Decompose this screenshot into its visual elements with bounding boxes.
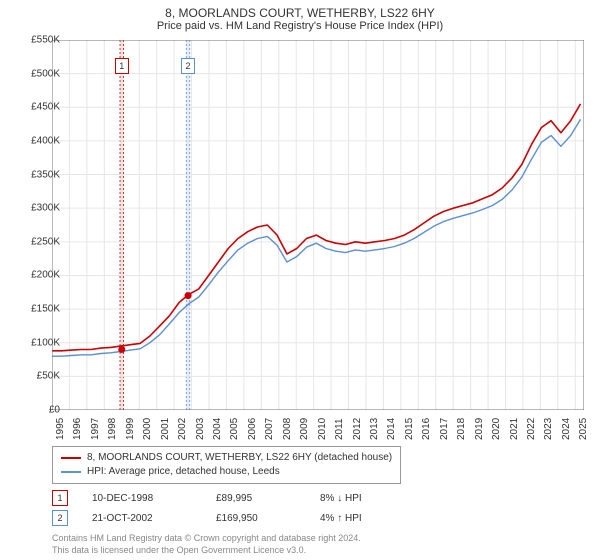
x-tick-label: 2010 (317, 418, 328, 440)
y-tick-label: £50K (10, 371, 60, 382)
footer: Contains HM Land Registry data © Crown c… (52, 532, 361, 556)
y-tick-label: £250K (10, 236, 60, 247)
x-tick-label: 2002 (177, 418, 188, 440)
legend-row: HPI: Average price, detached house, Leed… (61, 465, 392, 479)
sale-date: 21-OCT-2002 (92, 513, 192, 524)
chart-marker-box: 1 (115, 58, 129, 74)
y-tick-label: £100K (10, 337, 60, 348)
sale-price: £89,995 (216, 493, 296, 504)
y-tick-label: £150K (10, 304, 60, 315)
sale-row: 2 21-OCT-2002 £169,950 4% ↑ HPI (52, 510, 362, 526)
y-tick-label: £350K (10, 169, 60, 180)
x-tick-label: 2023 (543, 418, 554, 440)
footer-line: Contains HM Land Registry data © Crown c… (52, 532, 361, 544)
x-tick-label: 2024 (561, 418, 572, 440)
x-tick-label: 2009 (299, 418, 310, 440)
y-tick-label: £300K (10, 203, 60, 214)
y-tick-label: £550K (10, 35, 60, 46)
x-tick-label: 2014 (386, 418, 397, 440)
x-tick-label: 2011 (334, 418, 345, 440)
x-tick-label: 2007 (264, 418, 275, 440)
chart-svg (52, 40, 584, 410)
legend-row: 8, MOORLANDS COURT, WETHERBY, LS22 6HY (… (61, 451, 392, 465)
y-tick-label: £0 (10, 405, 60, 416)
x-tick-label: 2015 (404, 418, 415, 440)
x-tick-label: 2020 (491, 418, 502, 440)
x-tick-label: 1995 (55, 418, 66, 440)
chart-area: 12 (52, 40, 584, 410)
y-tick-label: £450K (10, 102, 60, 113)
x-tick-label: 2021 (509, 418, 520, 440)
chart-subtitle: Price paid vs. HM Land Registry's House … (0, 20, 600, 36)
legend-label: HPI: Average price, detached house, Leed… (87, 465, 280, 479)
footer-line: This data is licensed under the Open Gov… (52, 544, 361, 556)
legend-swatch (61, 457, 81, 459)
x-tick-label: 2022 (526, 418, 537, 440)
sale-row: 1 10-DEC-1998 £89,995 8% ↓ HPI (52, 490, 362, 506)
x-tick-label: 2006 (247, 418, 258, 440)
sale-marker: 2 (52, 510, 68, 526)
x-tick-label: 1998 (107, 418, 118, 440)
sale-marker-label: 2 (57, 513, 62, 523)
x-tick-label: 1996 (72, 418, 83, 440)
legend-swatch (61, 471, 81, 473)
x-tick-label: 2025 (578, 418, 589, 440)
x-tick-label: 2008 (282, 418, 293, 440)
x-tick-label: 2016 (421, 418, 432, 440)
y-tick-label: £500K (10, 68, 60, 79)
legend-label: 8, MOORLANDS COURT, WETHERBY, LS22 6HY (… (87, 451, 392, 465)
x-tick-label: 2013 (369, 418, 380, 440)
x-tick-label: 2018 (456, 418, 467, 440)
sale-marker-label: 1 (57, 493, 62, 503)
x-tick-label: 2003 (195, 418, 206, 440)
sale-date: 10-DEC-1998 (92, 493, 192, 504)
x-tick-label: 2000 (142, 418, 153, 440)
x-tick-label: 2001 (160, 418, 171, 440)
chart-title: 8, MOORLANDS COURT, WETHERBY, LS22 6HY (0, 0, 600, 20)
x-tick-label: 2005 (229, 418, 240, 440)
x-tick-label: 2004 (212, 418, 223, 440)
chart-marker-box: 2 (181, 58, 195, 74)
sale-price: £169,950 (216, 513, 296, 524)
x-tick-label: 2019 (474, 418, 485, 440)
legend: 8, MOORLANDS COURT, WETHERBY, LS22 6HY (… (52, 446, 401, 484)
x-tick-label: 2012 (352, 418, 363, 440)
y-tick-label: £200K (10, 270, 60, 281)
y-tick-label: £400K (10, 135, 60, 146)
sale-delta: 4% ↑ HPI (320, 513, 362, 524)
x-tick-label: 2017 (439, 418, 450, 440)
sale-marker: 1 (52, 490, 68, 506)
sale-delta: 8% ↓ HPI (320, 493, 362, 504)
chart-container: 8, MOORLANDS COURT, WETHERBY, LS22 6HY P… (0, 0, 600, 560)
x-tick-label: 1997 (90, 418, 101, 440)
x-tick-label: 1999 (125, 418, 136, 440)
